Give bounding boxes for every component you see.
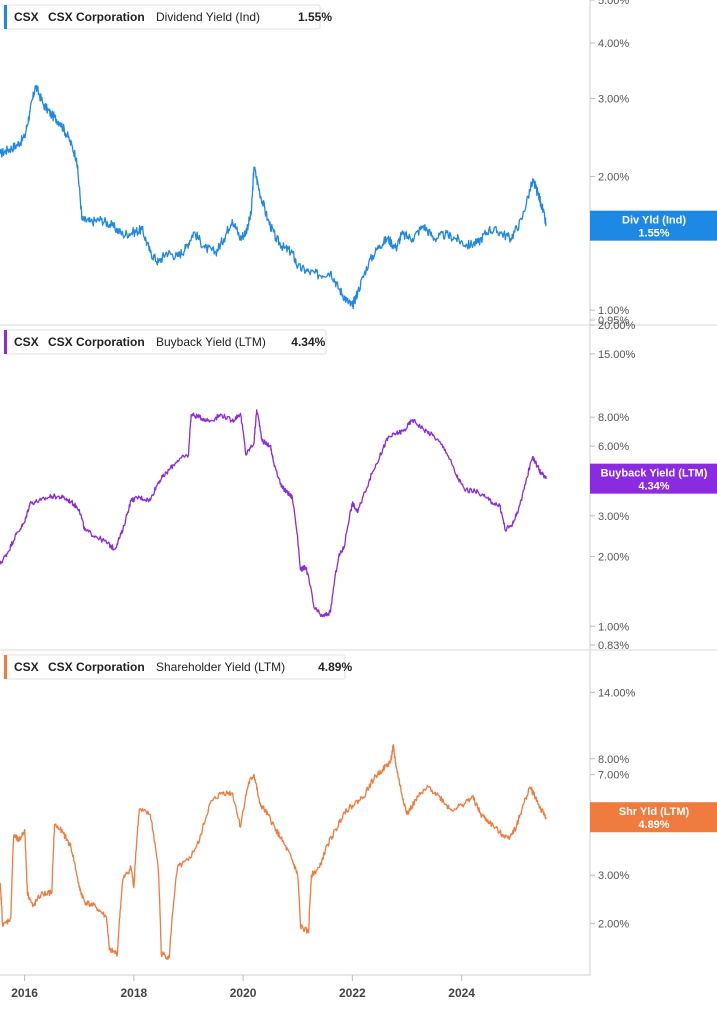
value-badge [590,463,717,494]
y-tick-label: 14.00% [598,687,636,699]
panel-current-value: 1.55% [298,10,332,24]
x-tick-label: 2018 [120,986,147,1000]
x-tick-label: 2022 [339,986,366,1000]
y-tick-label: 3.00% [598,511,629,523]
panel-company: CSX Corporation [48,335,145,349]
y-tick-label: 4.00% [598,38,629,50]
panel-metric: Dividend Yield (Ind) [156,10,260,24]
series-line-3 [0,744,547,960]
x-tick-label: 2024 [448,986,475,1000]
panel-current-value: 4.34% [291,335,325,349]
series-line-1 [0,84,547,310]
y-tick-label: 0.95% [598,315,629,327]
value-badge-label: Shr Yld (LTM) [619,806,690,818]
y-tick-label: 5.00% [598,0,629,7]
panel-header-accent [4,5,7,29]
value-badge-label: Div Yld (Ind) [622,215,686,227]
value-badge [590,210,717,241]
panel-ticker: CSX [14,660,39,674]
y-tick-label: 8.00% [598,412,629,424]
y-tick-label: 3.00% [598,870,629,882]
panel-header-accent [4,330,7,354]
panel-company: CSX Corporation [48,660,145,674]
x-tick-label: 2016 [11,986,38,1000]
y-tick-label: 15.00% [598,349,636,361]
panel-current-value: 4.89% [318,660,352,674]
value-badge-value: 1.55% [638,228,669,240]
panel-ticker: CSX [14,335,39,349]
y-tick-label: 8.00% [598,754,629,766]
y-tick-label: 3.00% [598,93,629,105]
y-tick-label: 2.00% [598,172,629,184]
y-tick-label: 2.00% [598,918,629,930]
y-tick-label: 6.00% [598,441,629,453]
x-tick-label: 2020 [230,986,257,1000]
y-tick-label: 1.00% [598,621,629,633]
panel-metric: Buyback Yield (LTM) [156,335,266,349]
value-badge [590,802,717,833]
panel-metric: Shareholder Yield (LTM) [156,660,285,674]
value-badge-value: 4.89% [638,819,669,831]
panel-header-accent [4,655,7,679]
y-tick-label: 7.00% [598,770,629,782]
y-tick-label: 20.00% [598,320,636,332]
series-line-2 [0,409,547,618]
y-tick-label: 0.83% [598,640,629,652]
value-badge-value: 4.34% [638,481,669,493]
panel-ticker: CSX [14,10,39,24]
y-tick-label: 2.00% [598,552,629,564]
y-tick-label: 1.00% [598,305,629,317]
panel-company: CSX Corporation [48,10,145,24]
value-badge-label: Buyback Yield (LTM) [601,468,708,480]
